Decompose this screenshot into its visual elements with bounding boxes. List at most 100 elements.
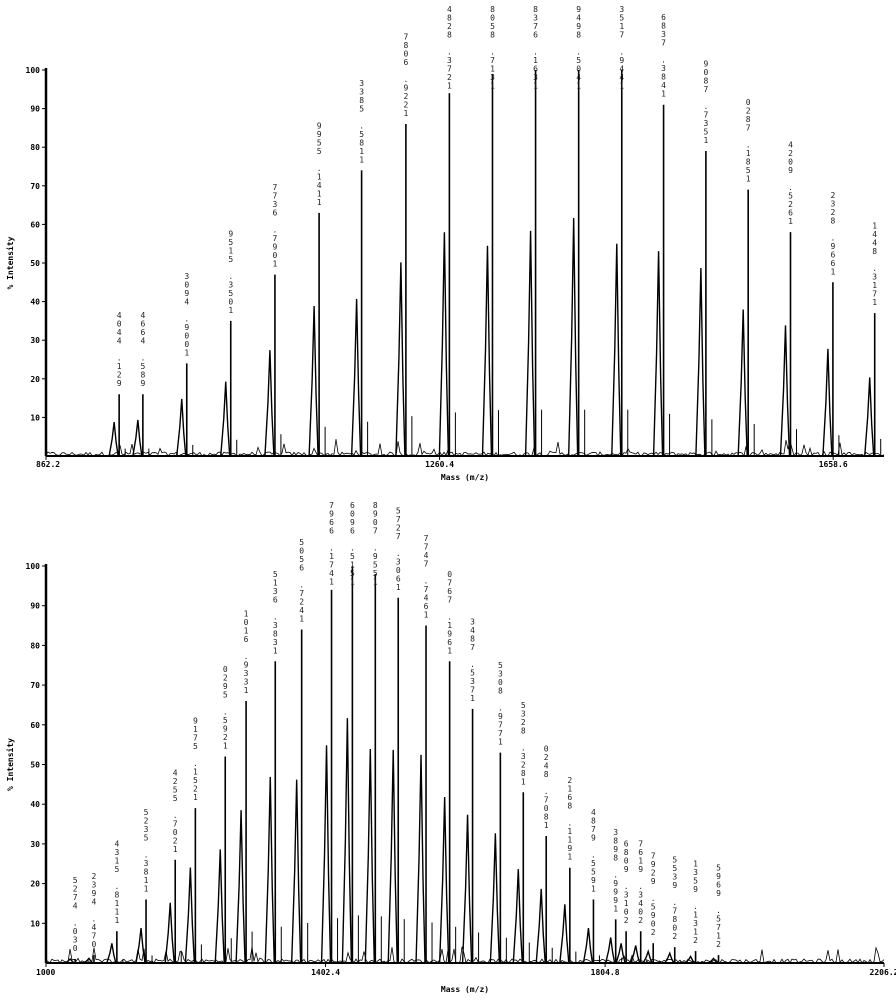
- peak-label-char: .: [173, 811, 178, 820]
- peak-label-char: 3: [144, 825, 149, 834]
- peak-label-char: 1: [193, 768, 198, 777]
- peak-label-char: 9: [140, 379, 145, 388]
- peak-label-char: 7: [672, 907, 677, 916]
- peak-label-char: 7: [470, 685, 475, 694]
- peak-label-char: 9: [693, 885, 698, 894]
- peak-label-char: .: [788, 183, 793, 192]
- peak-label-char: 1: [184, 348, 189, 357]
- peak-label-char: 8: [490, 5, 495, 14]
- peak-label-char: 1: [317, 198, 322, 207]
- peak-label-char: 8: [533, 5, 538, 14]
- peak-label-char: .: [661, 56, 666, 65]
- peak-label-char: 0: [544, 744, 549, 753]
- peak-label-char: 1: [359, 155, 364, 164]
- peak-label-char: 4: [872, 230, 877, 239]
- peak-label-char: .: [359, 121, 364, 130]
- peak-label-char: 9: [223, 725, 228, 734]
- peak-label-char: 3: [114, 848, 119, 857]
- peak-label-char: 3: [228, 280, 233, 289]
- peak-label-char: 4: [470, 626, 475, 635]
- peak-label-char: 3: [693, 868, 698, 877]
- peak-label-char: 9: [788, 166, 793, 175]
- peak-label-char: 8: [703, 77, 708, 86]
- y-axis-title: % Intensity: [5, 236, 15, 289]
- peak-label-char: 8: [661, 73, 666, 82]
- peak-label-char: 2: [830, 191, 835, 200]
- peak-label-char: 1: [490, 65, 495, 74]
- peak-label-char: 0: [576, 65, 581, 74]
- peak-label-char: 1: [329, 578, 334, 587]
- peak-label-char: .: [299, 581, 304, 590]
- isotope-peak: [535, 888, 546, 964]
- peak-label-char: 9: [373, 552, 378, 561]
- peak-label-char: 6: [403, 58, 408, 67]
- peak-label-char: 5: [173, 785, 178, 794]
- isotope-peak: [106, 943, 117, 964]
- peak-label-char: 5: [373, 561, 378, 570]
- peak-label-char: 1: [661, 90, 666, 99]
- peak-label-char: 0: [228, 297, 233, 306]
- peak-label-char: 3: [521, 709, 526, 718]
- peak-label-char: 1: [533, 56, 538, 65]
- peak-label-char: 9: [228, 229, 233, 238]
- peak-label-char: 7: [447, 595, 452, 604]
- peak-label-char: 5: [359, 130, 364, 139]
- peak-label-char: 5: [350, 569, 355, 578]
- peak-label-char: 7: [73, 893, 78, 902]
- peak-label-char: .: [693, 902, 698, 911]
- peak-label-char: 7: [329, 561, 334, 570]
- peak-label-char: 8: [661, 22, 666, 31]
- y-tick-label: 50: [30, 761, 40, 770]
- peak-label-char: .: [591, 850, 596, 859]
- x-tick-label: 2206.2: [870, 968, 896, 977]
- y-tick-label: 100: [26, 66, 41, 75]
- peak-label-char: 3: [872, 273, 877, 282]
- peak-label-char: 7: [746, 124, 751, 133]
- peak-label-char: 8: [403, 41, 408, 50]
- isotope-peak: [364, 749, 376, 964]
- peak-label-char: 8: [872, 247, 877, 256]
- peak-label-char: 6: [350, 501, 355, 510]
- peak-label-char: 3: [92, 881, 97, 890]
- peak-label-char: 7: [273, 234, 278, 243]
- peak-label-char: 2: [830, 208, 835, 217]
- peak-label-char: 6: [140, 328, 145, 337]
- peak-label-char: 6: [396, 574, 401, 583]
- peak-label-char: 1: [114, 908, 119, 917]
- peak-label-char: 5: [359, 104, 364, 113]
- y-tick-label: 30: [30, 336, 40, 345]
- peak-label-char: 9: [273, 243, 278, 252]
- peak-label-char: 0: [223, 665, 228, 674]
- peak-label-char: 7: [661, 39, 666, 48]
- peak-label-char: 4: [140, 311, 145, 320]
- peak-label-char: 5: [591, 867, 596, 876]
- y-tick-label: 10: [30, 919, 40, 928]
- peak-label-char: 5: [619, 14, 624, 23]
- peak-label-char: 3: [447, 56, 452, 65]
- peak-label-char: 9: [193, 717, 198, 726]
- peak-label-char: 9: [613, 887, 618, 896]
- peak-label-char: 7: [273, 192, 278, 201]
- peak-label-char: 1: [544, 821, 549, 830]
- peak-label-char: 1: [373, 578, 378, 587]
- peak-label-char: 1: [193, 793, 198, 802]
- peak-label-char: 5: [651, 903, 656, 912]
- peak-label-char: 3: [73, 936, 78, 945]
- peak-label-char: .: [872, 264, 877, 273]
- peak-label-char: .: [329, 544, 334, 553]
- peak-label-char: 4: [117, 311, 122, 320]
- peak-label-char: 2: [73, 885, 78, 894]
- peak-label-char: 1: [788, 217, 793, 226]
- isotope-peak: [489, 833, 501, 964]
- peak-label-char: 9: [638, 865, 643, 874]
- peak-label-char: 1: [114, 857, 119, 866]
- peak-label-char: 1: [498, 738, 503, 747]
